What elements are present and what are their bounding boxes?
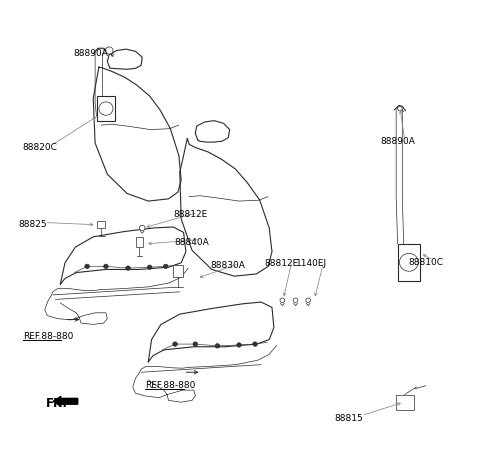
Bar (396, 394, 414, 410)
Text: FR.: FR. (46, 396, 68, 409)
Bar (173, 266, 182, 278)
Circle shape (193, 342, 198, 347)
Text: 88830A: 88830A (211, 261, 246, 270)
Text: REF.88-880: REF.88-880 (23, 331, 73, 340)
Circle shape (126, 266, 131, 271)
Bar (96, 222, 105, 228)
Text: 88815: 88815 (334, 413, 363, 422)
Circle shape (399, 254, 418, 272)
Text: 88890A: 88890A (73, 49, 108, 58)
Circle shape (85, 264, 89, 269)
Bar (135, 238, 143, 248)
Circle shape (397, 107, 402, 111)
Circle shape (139, 226, 145, 231)
Text: 88820C: 88820C (23, 143, 58, 152)
Text: 88812E: 88812E (264, 259, 299, 268)
Circle shape (252, 342, 257, 347)
Circle shape (104, 264, 108, 269)
FancyArrow shape (53, 396, 78, 406)
Text: 1140EJ: 1140EJ (297, 259, 327, 268)
Text: 88810C: 88810C (408, 258, 444, 267)
Text: 88812E: 88812E (173, 210, 207, 218)
Circle shape (280, 298, 285, 303)
Circle shape (237, 343, 241, 348)
Text: REF.88-880: REF.88-880 (145, 380, 195, 389)
Text: 88825: 88825 (18, 219, 47, 228)
Circle shape (106, 48, 113, 55)
Bar (96, 97, 115, 121)
Circle shape (99, 103, 113, 116)
Circle shape (293, 298, 298, 303)
Bar (397, 244, 420, 281)
Text: 88890A: 88890A (380, 137, 415, 146)
Circle shape (173, 342, 178, 347)
Circle shape (306, 298, 311, 303)
Text: 88840A: 88840A (174, 237, 209, 246)
Circle shape (215, 344, 220, 349)
Circle shape (163, 264, 168, 269)
Circle shape (147, 265, 152, 270)
